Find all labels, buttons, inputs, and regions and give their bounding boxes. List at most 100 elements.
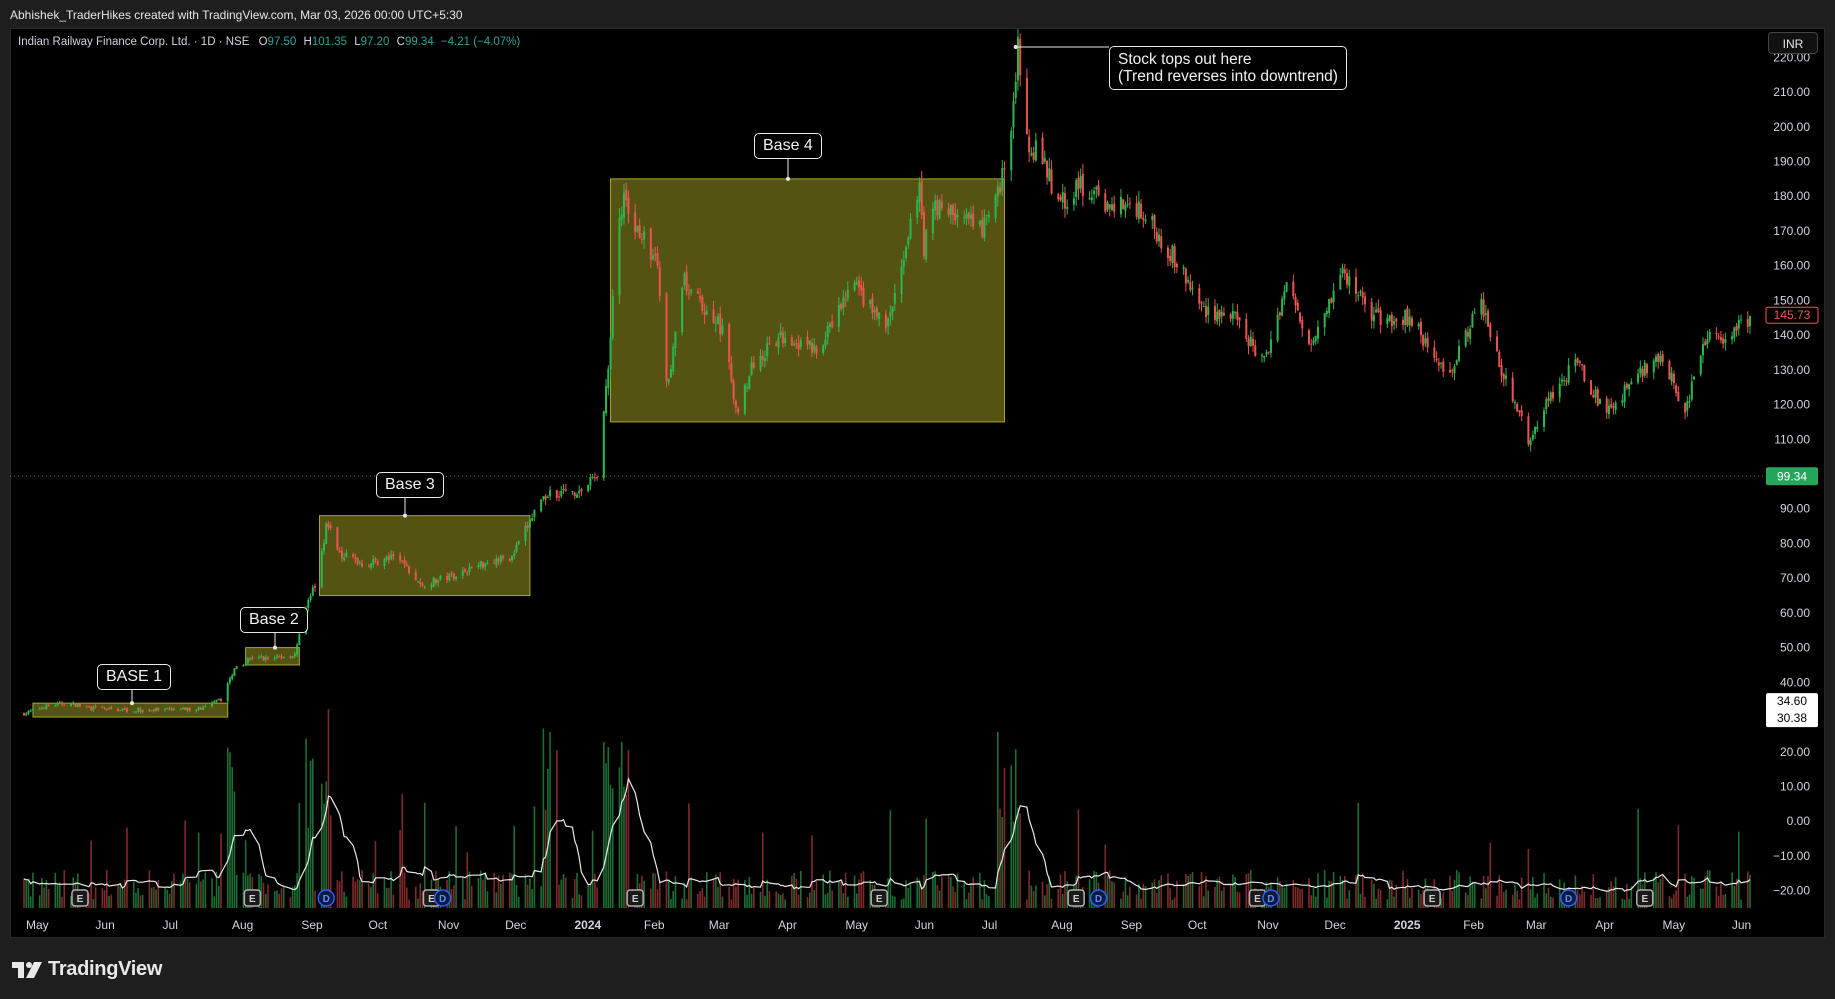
candle-body (669, 368, 672, 378)
candle-body (1612, 406, 1615, 408)
candle-body (1661, 354, 1664, 363)
earnings-marker (1067, 889, 1085, 907)
candle-body (202, 707, 205, 710)
x-tick-label: Nov (438, 918, 459, 932)
candle-body (1449, 369, 1452, 373)
candle-body (681, 288, 684, 333)
volume-bar (1652, 877, 1655, 908)
volume-bar (981, 899, 983, 908)
candle-body (799, 339, 802, 348)
candle-body (354, 557, 357, 559)
tradingview-logo[interactable]: TradingView (12, 958, 162, 981)
volume-bar (106, 870, 108, 908)
volume-bar (591, 830, 594, 908)
candle-body (683, 273, 686, 286)
volume-bar (1655, 871, 1657, 908)
volume-bar (356, 879, 359, 908)
volume-bar (1536, 893, 1539, 908)
volume-bar (1449, 875, 1451, 908)
candle-body (1301, 319, 1304, 329)
candle-body (826, 326, 829, 338)
low-label: L (354, 36, 361, 48)
earnings-marker (243, 889, 262, 907)
candle-body (260, 656, 263, 658)
volume-bar (1281, 885, 1283, 908)
volume-bar (88, 893, 90, 908)
volume-bar (1279, 881, 1281, 908)
top-callout-line2: (Trend reverses into downtrend) (1118, 68, 1338, 85)
volume-bar (121, 887, 124, 908)
volume-bar (524, 874, 527, 908)
candle-body (701, 296, 704, 312)
volume-bar (840, 879, 842, 908)
volume-bar (712, 878, 715, 908)
volume-bar (979, 872, 981, 908)
candle-body (72, 702, 75, 704)
currency-button[interactable]: INR (1768, 32, 1818, 54)
candle-body (1677, 391, 1680, 402)
candle-body (226, 683, 229, 702)
volume-bar (278, 893, 281, 908)
candle-body (1207, 306, 1210, 316)
volume-bar (1746, 871, 1749, 908)
candle-body (399, 555, 402, 561)
candle-body (985, 214, 988, 216)
volume-bar (1361, 873, 1364, 908)
volume-bar (891, 895, 894, 908)
candle-body (405, 564, 408, 567)
candle-body (889, 311, 892, 317)
volume-bar (714, 874, 717, 908)
y-tick-label: 200.00 (1773, 120, 1810, 134)
volume-bar (605, 763, 607, 908)
candle-body (231, 675, 234, 679)
volume-bar (1026, 899, 1028, 908)
volume-bar (1245, 874, 1248, 908)
candle-body (1160, 236, 1163, 249)
volume-bar (1189, 874, 1192, 908)
candle-body (1310, 343, 1313, 345)
volume-bar (1605, 890, 1608, 908)
candle-body (470, 566, 473, 568)
volume-bar (388, 887, 390, 908)
candle-body (1646, 364, 1649, 374)
candle-body (1527, 416, 1530, 445)
candle-body (235, 666, 238, 670)
candle-body (155, 708, 158, 711)
volume-bar (197, 832, 200, 908)
candle-body (320, 550, 323, 588)
volume-bar (137, 888, 139, 908)
candle-body (105, 708, 108, 710)
candle-body (855, 282, 858, 285)
candle-body (746, 387, 749, 389)
candle-body (1464, 330, 1467, 347)
candle-body (1502, 374, 1505, 380)
volume-bar (1357, 802, 1360, 908)
y-tick-label: 180.00 (1773, 189, 1810, 203)
volume-bar (1296, 887, 1299, 908)
volume-bar (1693, 877, 1695, 908)
volume-bar (1498, 875, 1501, 908)
candle-body (887, 318, 890, 327)
candle-body (983, 217, 986, 239)
candle-body (1072, 198, 1075, 205)
volume-bar (383, 877, 386, 908)
volume-bar (1035, 885, 1037, 908)
volume-bar (1328, 880, 1330, 908)
volume-bar (1574, 875, 1577, 908)
candle-body (844, 299, 847, 301)
candle-body (352, 553, 355, 557)
candle-body (56, 703, 59, 706)
candle-body (1623, 385, 1626, 402)
candle-body (611, 296, 614, 338)
volume-bar (461, 877, 464, 908)
event-marker-label: D (1267, 894, 1274, 905)
candle-body (728, 324, 731, 363)
candle-body (1001, 167, 1004, 191)
candle-body (1104, 193, 1107, 212)
dividend-marker (317, 889, 335, 907)
volume-bar (1417, 889, 1420, 908)
candle-body (1032, 152, 1035, 160)
candle-body (1231, 310, 1234, 319)
volume-bar (195, 883, 198, 908)
